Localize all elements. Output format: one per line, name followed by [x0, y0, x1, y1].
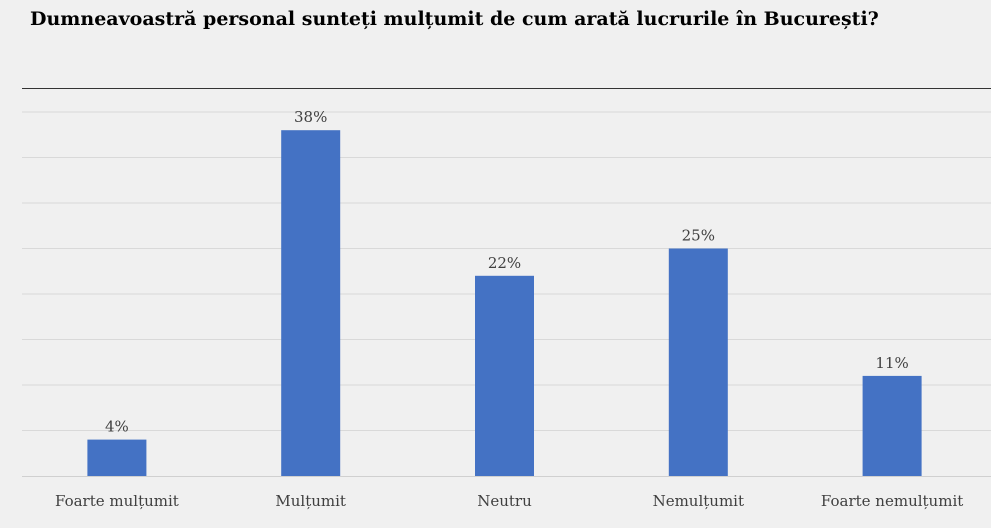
bar: [281, 130, 341, 476]
data-label: 11%: [875, 354, 908, 372]
value-labels: 4% 38% 22% 25% 11%: [105, 108, 909, 435]
data-label: 4%: [105, 418, 129, 436]
bar: [668, 248, 728, 476]
title-divider: [22, 88, 991, 89]
bars: [87, 130, 922, 476]
bar: [475, 275, 534, 476]
x-tick-label: Mulțumit: [275, 492, 346, 510]
category-labels: Foarte mulțumit Mulțumit Neutru Nemulțumit F…: [55, 492, 963, 510]
data-label: 22%: [488, 254, 521, 272]
bar: [862, 375, 922, 476]
x-tick-label: Foarte mulțumit: [55, 492, 179, 510]
x-tick-label: Foarte nemulțumit: [821, 492, 963, 510]
data-label: 38%: [294, 108, 327, 126]
bar: [87, 439, 147, 476]
chart-title: Dumneavoastră personal sunteți mulțumit …: [30, 8, 879, 30]
x-tick-label: Nemulțumit: [653, 492, 744, 510]
data-label: 25%: [682, 227, 715, 245]
x-tick-label: Neutru: [477, 492, 532, 510]
